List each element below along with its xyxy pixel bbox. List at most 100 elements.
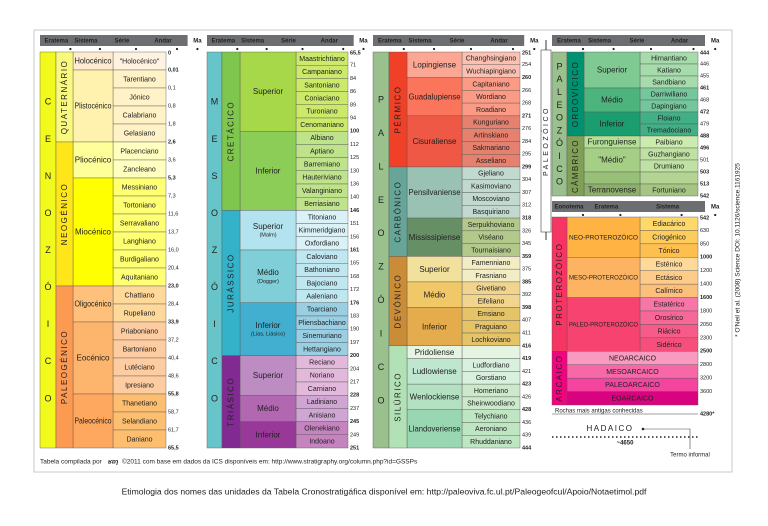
stage-label: Zancleano <box>123 166 156 173</box>
system-cell <box>55 285 74 449</box>
ma-label: 468 <box>700 97 709 103</box>
series-label: Cisuraliense <box>412 137 457 146</box>
ma-label: 392 <box>522 292 531 298</box>
ma-label: 501 <box>700 157 709 163</box>
stage-label: Burdigaliano <box>120 256 159 263</box>
ma-label: 237 <box>350 406 359 412</box>
system-cell <box>221 355 241 449</box>
ma-label: 359 <box>522 254 531 260</box>
system-label: CARBÓNICO <box>394 181 403 243</box>
series-label: Inferior <box>422 322 447 331</box>
ma-label: 496 <box>700 145 709 151</box>
header-label: Eratema <box>557 38 581 44</box>
header-dot <box>680 213 683 217</box>
stage-label: Aaleniano <box>306 294 337 301</box>
system-label: Orosírico <box>655 315 684 322</box>
ma-label: 1,8 <box>168 121 176 127</box>
series-cell <box>239 421 297 449</box>
system-label: Sidérico <box>656 342 681 349</box>
series-label: Médio <box>424 290 446 299</box>
ma-label: 1000 <box>700 255 712 261</box>
stage-label: Serpukhoviano <box>468 222 515 229</box>
eon-label: PROTEROZÓICO <box>555 243 564 326</box>
ma-label: 421 <box>522 369 531 375</box>
header-label: Sistema <box>588 38 612 44</box>
era-label: MESO-PROTEROZÓICO <box>569 273 638 282</box>
series-cell <box>72 393 114 449</box>
ma-label: 419 <box>522 356 531 362</box>
ma-label: 426 <box>522 394 531 400</box>
header-label: Andar <box>671 38 689 44</box>
header-dot <box>196 47 199 51</box>
ma-label: 94 <box>350 115 356 121</box>
series-label: Inferior <box>256 430 281 439</box>
stage-label: "Holocénico" <box>120 58 160 65</box>
eratema-label: PALEOZÓICO <box>376 94 386 429</box>
system-label: Tónico <box>658 248 679 255</box>
stage-label: Sakmariano <box>472 145 509 152</box>
stage-label: Emsiano <box>477 311 504 318</box>
series-cell <box>406 409 463 449</box>
series-label: Holocénico <box>75 57 113 66</box>
ma-label: 455 <box>700 73 709 79</box>
ma-label: 318 <box>522 216 531 222</box>
stage-cell <box>461 345 521 359</box>
ma-label: 20,4 <box>168 265 179 271</box>
ma-label: 23,0 <box>168 283 179 289</box>
hadaico-pointer <box>643 428 691 449</box>
footer-compiled: Tabela compilada por <box>40 459 103 466</box>
ma-label: 65,5 <box>168 445 179 451</box>
header-bar <box>207 35 354 46</box>
header-dot <box>402 47 405 51</box>
ma-label: 84 <box>350 76 356 82</box>
stage-label: Daniano <box>126 436 152 443</box>
ma-label: 197 <box>350 340 359 346</box>
stage-label: Rupeliano <box>124 310 156 317</box>
header-dot <box>511 47 515 51</box>
stage-label: Thanetiano <box>122 400 157 407</box>
ma-label: 444 <box>700 50 710 56</box>
ma-label: 345 <box>522 241 531 247</box>
header-dot <box>134 47 138 51</box>
stage-label: Eifeliano <box>478 298 505 305</box>
header-label: Série <box>450 38 465 44</box>
ma-label: 850 <box>700 241 709 247</box>
header-label: Sistema <box>241 38 265 44</box>
ma-label: 249 <box>350 432 359 438</box>
system-label: Criogénico <box>652 234 686 241</box>
eon-cell <box>551 351 568 406</box>
system-label: CRETÁCICO <box>227 101 236 162</box>
era-label: NEOARCAICO <box>609 355 657 362</box>
stage-label: Changhsingiano <box>466 56 517 63</box>
hadaico-label: HADAICO <box>587 424 634 433</box>
series-label: Eocénico <box>77 354 110 363</box>
stage-label: Ladiniano <box>307 399 337 406</box>
ma-label: 307 <box>522 190 531 196</box>
stage-label: Asseliano <box>476 158 506 165</box>
stage-label: Campaniano <box>302 69 342 76</box>
ma-label: 3600 <box>700 389 712 395</box>
header-dot <box>342 47 345 51</box>
era-label: EOARCAICO <box>611 396 654 403</box>
ma-label: 204 <box>350 366 359 372</box>
logo: ʁɒɿ <box>108 459 119 466</box>
series-cell <box>583 111 641 137</box>
stage-label: Priaboniano <box>121 328 158 335</box>
ma-label: 2800 <box>700 362 712 368</box>
ma-label: 254 <box>522 62 531 68</box>
stage-label: Kimmeridgiano <box>299 228 346 235</box>
ma-label: 444 <box>522 445 532 451</box>
stage-label: Homeriano <box>474 388 508 395</box>
ma-label: 268 <box>522 101 531 107</box>
stage-label: Toarciano <box>307 307 337 314</box>
stage-label: Lutéciano <box>124 364 154 371</box>
side-note: * O'Neil et al. (2008) Science DOI: 10.1… <box>735 163 742 337</box>
ma-label: 326 <box>522 228 531 234</box>
system-label: DEVÓNICO <box>394 274 403 329</box>
ma-label: 71 <box>350 63 356 69</box>
ma-label: 33,9 <box>168 319 179 325</box>
ma-label: 284 <box>522 139 531 145</box>
header-dot <box>69 47 72 51</box>
stage-label: Indoano <box>309 439 334 446</box>
